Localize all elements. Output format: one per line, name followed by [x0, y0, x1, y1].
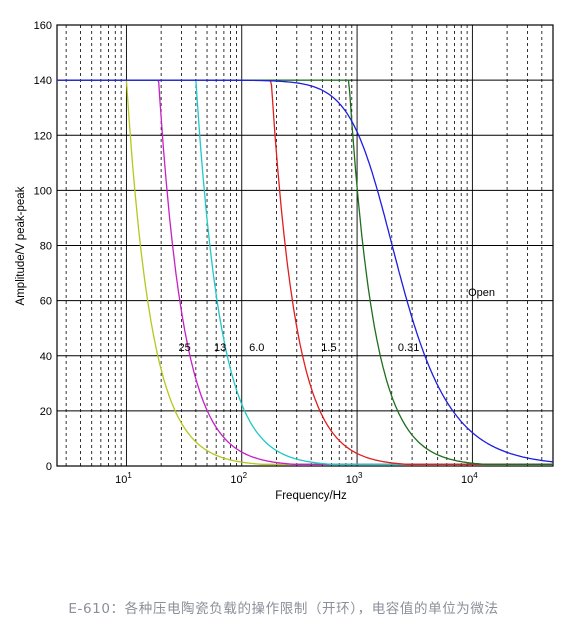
series-label-0.31: 0.31 — [398, 342, 419, 354]
series-line-1.5 — [57, 79, 553, 465]
figure-caption: E-610：各种压电陶瓷负载的操作限制（开环），电容值的单位为微法 — [68, 601, 499, 617]
y-tick-label: 120 — [34, 130, 52, 142]
series-line-Open — [57, 79, 554, 463]
series-label-6.0: 6.0 — [249, 342, 264, 354]
amplitude-frequency-chart: 0 20 40 60 80 100 120 140 160 101 102 103 104 25 13 6.… — [15, 20, 554, 502]
axis-ticks: 0 20 40 60 80 100 120 140 160 101 102 103 104 — [34, 20, 479, 486]
x-tick-label: 101 — [115, 471, 132, 486]
series-labels: 25 13 6.0 1.5 0.31 Open — [179, 287, 495, 354]
plot-border — [56, 24, 554, 467]
series-line-13 — [57, 79, 553, 465]
y-tick-label: 20 — [40, 406, 52, 418]
series-label-13: 13 — [214, 342, 226, 354]
y-tick-label: 0 — [46, 461, 52, 473]
series-line-0.31 — [57, 79, 553, 465]
chart-grid — [57, 24, 554, 467]
series-label-1.5: 1.5 — [321, 342, 336, 354]
x-tick-label: 103 — [346, 471, 363, 486]
y-tick-label: 60 — [40, 296, 52, 308]
y-tick-label: 80 — [40, 241, 52, 253]
x-tick-label: 104 — [461, 471, 478, 486]
series-label-25: 25 — [179, 342, 191, 354]
y-axis-label: Amplitude/V peak-peak — [15, 186, 27, 305]
x-tick-label: 102 — [230, 471, 247, 486]
series-line-25 — [57, 79, 553, 465]
y-tick-label: 40 — [40, 351, 52, 363]
x-axis-label: Frequency/Hz — [275, 490, 347, 502]
plot-frame — [56, 24, 554, 467]
series-label-Open: Open — [468, 287, 495, 299]
y-tick-label: 160 — [34, 20, 52, 32]
y-tick-label: 100 — [34, 185, 52, 197]
series-line-6.0 — [57, 79, 553, 465]
chart-series — [57, 79, 554, 465]
y-tick-label: 140 — [34, 75, 52, 87]
